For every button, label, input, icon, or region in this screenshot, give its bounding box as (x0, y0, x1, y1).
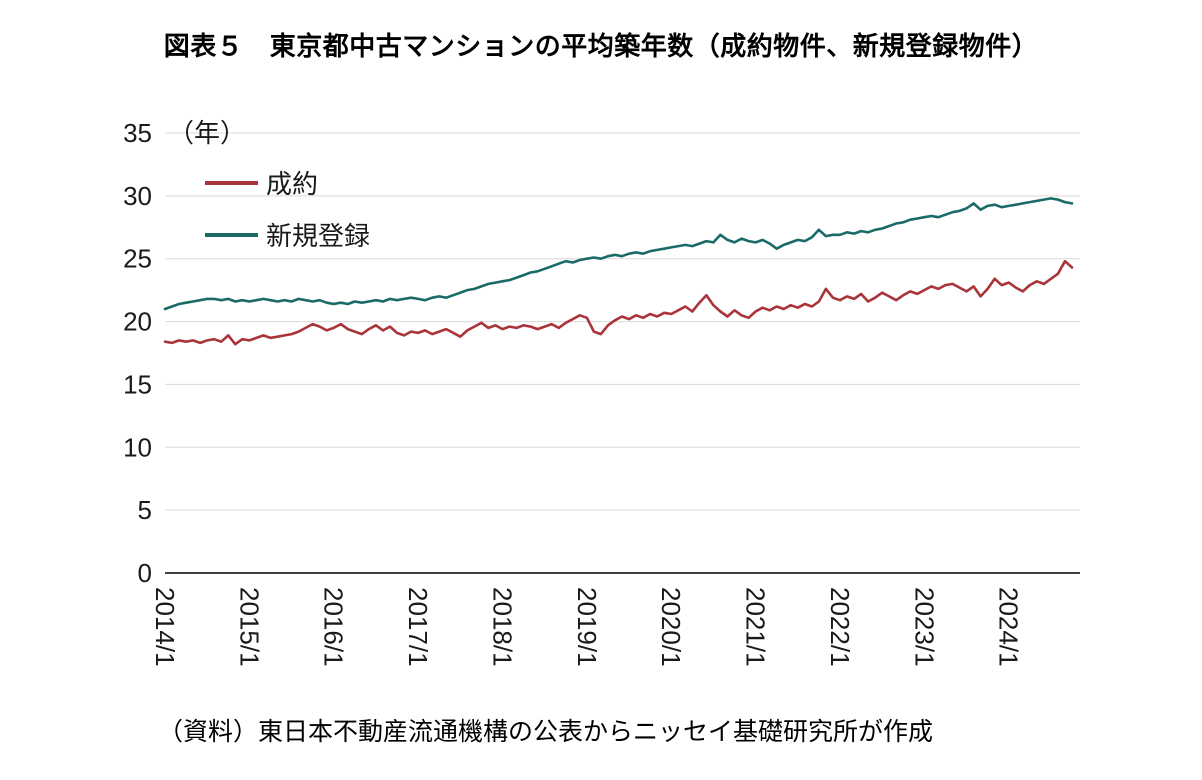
legend: 成約 新規登録 (205, 169, 370, 251)
y-axis-unit-label: （年） (168, 118, 246, 148)
x-tick-label: 2019/1 (572, 587, 602, 667)
y-axis-labels: 0 5 10 15 20 25 30 35 (123, 118, 152, 588)
x-tick-label: 2023/1 (909, 587, 939, 667)
x-tick-label: 2017/1 (403, 587, 433, 667)
y-tick-label: 10 (123, 432, 152, 462)
x-tick-label: 2016/1 (319, 587, 349, 667)
x-tick-label: 2015/1 (234, 587, 264, 667)
x-tick-label: 2020/1 (656, 587, 686, 667)
y-tick-label: 15 (123, 369, 152, 399)
y-tick-label: 20 (123, 307, 152, 337)
x-tick-label: 2024/1 (994, 587, 1024, 667)
legend-label-shinki: 新規登録 (266, 221, 370, 251)
y-tick-label: 30 (123, 181, 152, 211)
series-line-成約 (163, 259, 1074, 346)
y-tick-label: 5 (138, 495, 152, 525)
y-tick-label: 0 (138, 558, 152, 588)
x-tick-label: 2018/1 (488, 587, 518, 667)
source-note: （資料）東日本不動産流通機構の公表からニッセイ基礎研究所が作成 (158, 718, 934, 746)
x-tick-label: 2014/1 (150, 587, 180, 667)
gridlines (165, 132, 1080, 511)
legend-label-keiyaku: 成約 (266, 169, 318, 199)
series-line-新規登録 (163, 197, 1074, 311)
y-tick-label: 25 (123, 244, 152, 274)
y-tick-label: 35 (123, 118, 152, 148)
x-tick-label: 2022/1 (825, 587, 855, 667)
x-axis-labels: 2014/1 2015/1 2016/1 2017/1 2018/1 2019/1 2020… (150, 587, 1024, 667)
chart-title: 図表５ 東京都中古マンションの平均築年数（成約物件、新規登録物件） (163, 31, 1039, 61)
series-lines (163, 197, 1074, 346)
x-tick-label: 2021/1 (741, 587, 771, 667)
